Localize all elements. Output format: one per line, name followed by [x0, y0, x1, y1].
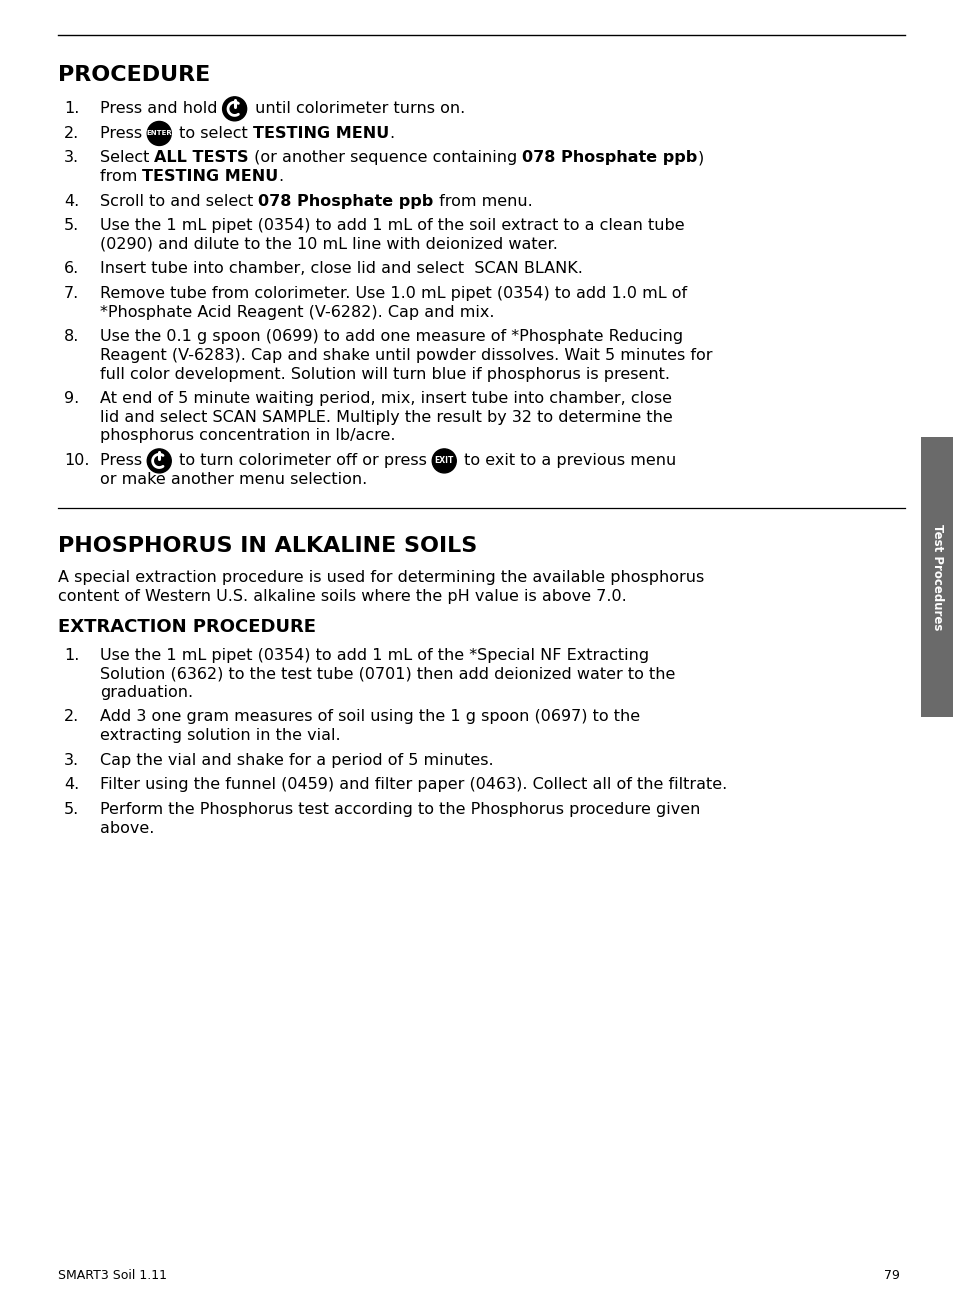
Text: 2.: 2. — [64, 710, 79, 724]
Text: to exit to a previous menu: to exit to a previous menu — [458, 453, 676, 468]
Text: Remove tube from colorimeter. Use 1.0 mL pipet (0354) to add 1.0 mL of: Remove tube from colorimeter. Use 1.0 mL… — [100, 286, 686, 300]
Text: Press: Press — [100, 126, 147, 140]
Text: from menu.: from menu. — [434, 194, 532, 209]
Text: *Phosphate Acid Reagent (V-6282). Cap and mix.: *Phosphate Acid Reagent (V-6282). Cap an… — [100, 304, 494, 320]
Text: lid and select SCAN SAMPLE. Multiply the result by 32 to determine the: lid and select SCAN SAMPLE. Multiply the… — [100, 409, 672, 425]
Text: .: . — [278, 169, 284, 184]
Text: SMART3 Soil 1.11: SMART3 Soil 1.11 — [58, 1269, 167, 1282]
Text: until colorimeter turns on.: until colorimeter turns on. — [250, 101, 464, 115]
Text: EXIT: EXIT — [435, 457, 454, 466]
Text: TESTING MENU: TESTING MENU — [253, 126, 389, 140]
Text: full color development. Solution will turn blue if phosphorus is present.: full color development. Solution will tu… — [100, 366, 669, 382]
Text: 7.: 7. — [64, 286, 79, 300]
Text: Select: Select — [100, 151, 154, 165]
Text: EXTRACTION PROCEDURE: EXTRACTION PROCEDURE — [58, 618, 315, 635]
Text: ALL TESTS: ALL TESTS — [154, 151, 249, 165]
Text: 4.: 4. — [64, 778, 79, 792]
Text: Reagent (V-6283). Cap and shake until powder dissolves. Wait 5 minutes for: Reagent (V-6283). Cap and shake until po… — [100, 348, 712, 363]
Text: PROCEDURE: PROCEDURE — [58, 66, 210, 85]
Circle shape — [222, 97, 247, 121]
Text: Cap the vial and shake for a period of 5 minutes.: Cap the vial and shake for a period of 5… — [100, 753, 493, 768]
Text: Perform the Phosphorus test according to the Phosphorus procedure given: Perform the Phosphorus test according to… — [100, 802, 700, 817]
Text: 1.: 1. — [64, 648, 79, 663]
Text: 10.: 10. — [64, 453, 90, 468]
Text: extracting solution in the vial.: extracting solution in the vial. — [100, 728, 340, 743]
Text: 8.: 8. — [64, 329, 79, 344]
Text: Scroll to and select: Scroll to and select — [100, 194, 258, 209]
Text: graduation.: graduation. — [100, 685, 193, 699]
Text: TESTING MENU: TESTING MENU — [142, 169, 278, 184]
Text: (or another sequence containing: (or another sequence containing — [249, 151, 522, 165]
Text: 3.: 3. — [64, 151, 79, 165]
Circle shape — [147, 449, 172, 472]
Text: Solution (6362) to the test tube (0701) then add deionized water to the: Solution (6362) to the test tube (0701) … — [100, 666, 675, 681]
Text: above.: above. — [100, 820, 154, 836]
Text: 5.: 5. — [64, 218, 79, 234]
Text: ): ) — [697, 151, 703, 165]
Text: Use the 1 mL pipet (0354) to add 1 mL of the *Special NF Extracting: Use the 1 mL pipet (0354) to add 1 mL of… — [100, 648, 648, 663]
Text: Press: Press — [100, 453, 147, 468]
Text: 4.: 4. — [64, 194, 79, 209]
Text: A special extraction procedure is used for determining the available phosphorus: A special extraction procedure is used f… — [58, 571, 703, 585]
Text: (0290) and dilute to the 10 mL line with deionized water.: (0290) and dilute to the 10 mL line with… — [100, 236, 558, 252]
Text: PHOSPHORUS IN ALKALINE SOILS: PHOSPHORUS IN ALKALINE SOILS — [58, 537, 476, 556]
Text: Add 3 one gram measures of soil using the 1 g spoon (0697) to the: Add 3 one gram measures of soil using th… — [100, 710, 639, 724]
Text: from: from — [100, 169, 142, 184]
Text: 5.: 5. — [64, 802, 79, 817]
Text: 078 Phosphate ppb: 078 Phosphate ppb — [522, 151, 697, 165]
Text: or make another menu selection.: or make another menu selection. — [100, 472, 367, 487]
Text: 078 Phosphate ppb: 078 Phosphate ppb — [258, 194, 434, 209]
Text: 9.: 9. — [64, 391, 79, 407]
Circle shape — [147, 122, 172, 146]
Text: At end of 5 minute waiting period, mix, insert tube into chamber, close: At end of 5 minute waiting period, mix, … — [100, 391, 671, 407]
Text: Use the 0.1 g spoon (0699) to add one measure of *Phosphate Reducing: Use the 0.1 g spoon (0699) to add one me… — [100, 329, 682, 344]
Circle shape — [432, 449, 456, 472]
Text: Insert tube into chamber, close lid and select  SCAN BLANK.: Insert tube into chamber, close lid and … — [100, 261, 582, 277]
Text: 79: 79 — [883, 1269, 899, 1282]
Text: Use the 1 mL pipet (0354) to add 1 mL of the soil extract to a clean tube: Use the 1 mL pipet (0354) to add 1 mL of… — [100, 218, 684, 234]
Text: ENTER: ENTER — [146, 130, 172, 136]
Text: 3.: 3. — [64, 753, 79, 768]
Text: to turn colorimeter off or press: to turn colorimeter off or press — [174, 453, 432, 468]
Text: Press and hold: Press and hold — [100, 101, 222, 115]
Text: content of Western U.S. alkaline soils where the pH value is above 7.0.: content of Western U.S. alkaline soils w… — [58, 589, 626, 604]
Text: Test Procedures: Test Procedures — [930, 523, 943, 630]
Text: .: . — [389, 126, 395, 140]
Bar — [920, 437, 953, 716]
Text: 2.: 2. — [64, 126, 79, 140]
Text: to select: to select — [174, 126, 253, 140]
Text: phosphorus concentration in lb/acre.: phosphorus concentration in lb/acre. — [100, 429, 395, 443]
Text: 6.: 6. — [64, 261, 79, 277]
Text: 1.: 1. — [64, 101, 79, 115]
Text: Filter using the funnel (0459) and filter paper (0463). Collect all of the filtr: Filter using the funnel (0459) and filte… — [100, 778, 726, 792]
